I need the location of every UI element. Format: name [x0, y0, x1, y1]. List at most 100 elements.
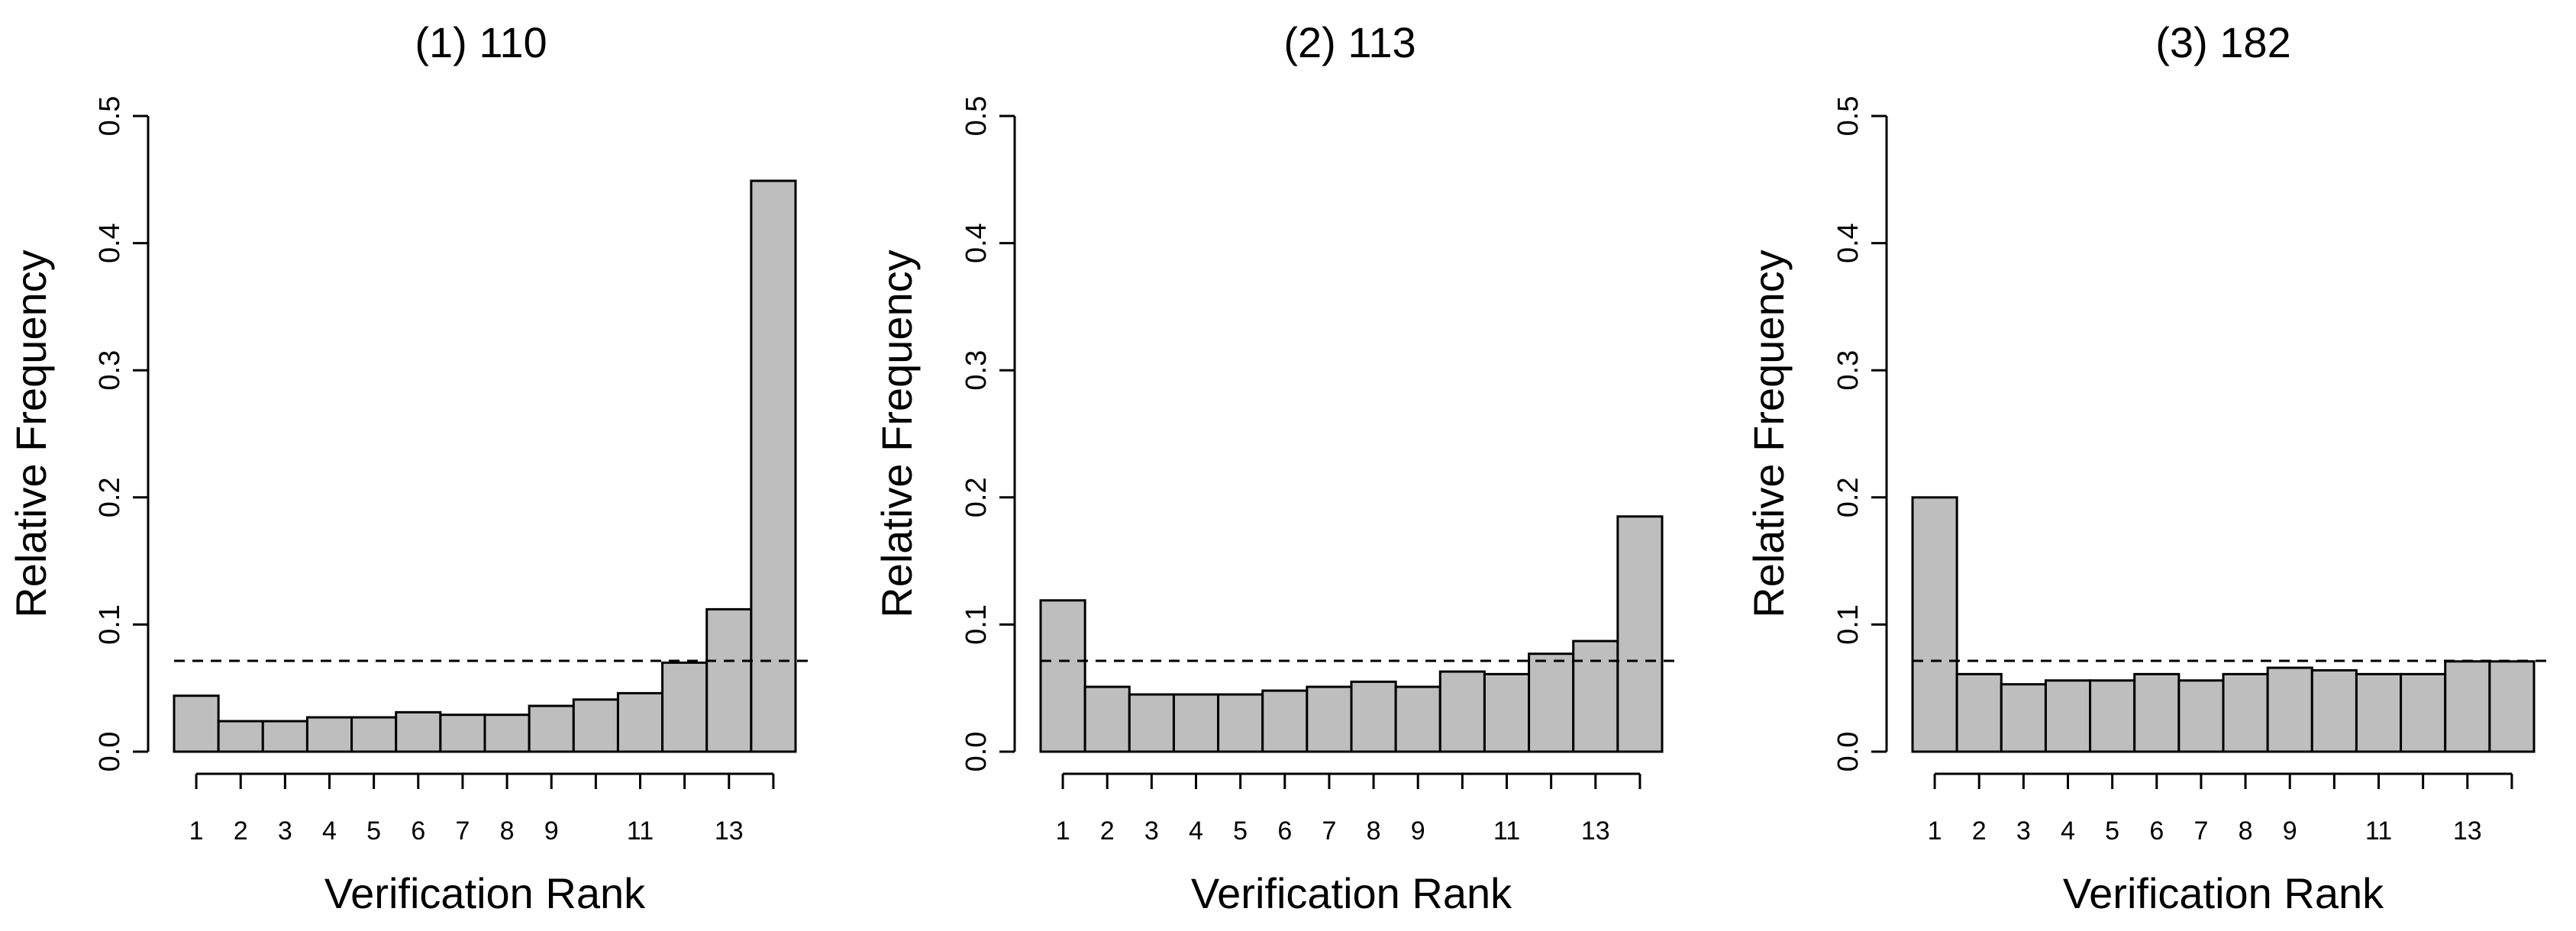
x-tick-label: 3 — [2016, 817, 2031, 846]
y-tick-label: 0.3 — [1832, 350, 1864, 391]
x-axis-title: Verification Rank — [2063, 869, 2384, 917]
bar-14 — [750, 179, 797, 753]
x-tick-label: 4 — [2061, 817, 2075, 846]
y-tick-label: 0.4 — [94, 223, 126, 263]
y-tick-label: 0.2 — [94, 477, 126, 517]
bar-14 — [2488, 660, 2536, 753]
y-tick-label: 0.2 — [960, 477, 993, 517]
bar-9 — [1394, 685, 1441, 753]
bar-6 — [1261, 689, 1309, 753]
x-tick-label: 13 — [715, 817, 744, 846]
bar-6 — [395, 710, 442, 753]
x-tick-label: 1 — [189, 817, 204, 846]
y-axis-title: Relative Frequency — [873, 250, 921, 617]
x-tick-label: 11 — [1493, 817, 1520, 846]
bar-11 — [1483, 672, 1531, 753]
bar-1 — [173, 694, 220, 753]
bar-12 — [661, 661, 709, 753]
bar-12 — [2400, 672, 2447, 753]
bar-5 — [1217, 693, 1264, 753]
bar-13 — [1572, 639, 1619, 753]
bar-13 — [705, 607, 753, 753]
x-tick-label: 5 — [1233, 817, 1248, 846]
panel-3: (3) 182 0.0 0.1 0.2 0.3 0.4 0.5 Relative Freque… — [1745, 18, 2554, 917]
x-tick-label: 13 — [1581, 817, 1610, 846]
bar-3 — [1128, 693, 1175, 753]
y-tick-label: 0.0 — [1832, 732, 1864, 772]
y-tick-label: 0.5 — [1832, 96, 1864, 137]
x-tick-label: 4 — [322, 817, 337, 846]
bar-8 — [2222, 672, 2269, 753]
y-tick-label: 0.1 — [960, 604, 993, 645]
bar-10 — [2310, 668, 2358, 753]
bar-7 — [2177, 679, 2225, 753]
panel-1: (1) 110 0.0 0.1 0.2 0.3 0.4 0.5 Relative Freque… — [7, 18, 815, 917]
bar-8 — [483, 714, 531, 753]
x-tick-label: 1 — [1928, 817, 1942, 846]
bar-5 — [350, 716, 398, 753]
x-tick-label: 8 — [500, 817, 515, 846]
x-tick-label: 8 — [1367, 817, 1381, 846]
y-tick-label: 0.1 — [1832, 604, 1864, 645]
bar-6 — [2133, 672, 2181, 753]
x-tick-label: 5 — [2105, 817, 2119, 846]
panel-title: (3) 182 — [2155, 18, 2290, 66]
y-tick-label: 0.0 — [960, 732, 993, 772]
y-tick-label: 0.1 — [94, 604, 126, 645]
bar-2 — [217, 720, 264, 753]
bar-1 — [1911, 496, 1958, 753]
bar-9 — [2266, 666, 2313, 753]
y-axis-title: Relative Frequency — [1745, 250, 1793, 617]
x-tick-label: 5 — [366, 817, 381, 846]
bar-10 — [1438, 670, 1486, 753]
x-tick-label: 13 — [2453, 817, 2482, 846]
x-tick-label: 6 — [2149, 817, 2164, 846]
bar-13 — [2444, 660, 2491, 753]
y-tick-label: 0.5 — [960, 96, 993, 137]
x-tick-label: 7 — [1322, 817, 1336, 846]
x-tick-label: 2 — [234, 817, 248, 846]
x-tick-label: 11 — [2365, 817, 2392, 846]
x-tick-label: 8 — [2239, 817, 2253, 846]
x-tick-label: 6 — [411, 817, 425, 846]
y-tick-label: 0.3 — [94, 350, 126, 391]
x-tick-label: 3 — [1144, 817, 1159, 846]
panel-title: (2) 113 — [1283, 18, 1416, 66]
bar-14 — [1616, 515, 1664, 753]
x-tick-label: 6 — [1277, 817, 1292, 846]
x-tick-label: 2 — [1972, 817, 1987, 846]
x-tick-label: 9 — [2283, 817, 2297, 846]
bar-8 — [1350, 680, 1397, 753]
y-tick-label: 0.4 — [1832, 223, 1864, 263]
bar-4 — [1172, 693, 1220, 753]
bar-4 — [2044, 679, 2092, 753]
y-tick-label: 0.0 — [94, 732, 126, 772]
bar-2 — [1955, 672, 2003, 753]
x-axis-title: Verification Rank — [1191, 869, 1512, 917]
x-tick-label: 3 — [278, 817, 292, 846]
bar-9 — [528, 704, 575, 753]
y-tick-label: 0.3 — [960, 350, 993, 391]
y-tick-label: 0.5 — [94, 96, 126, 137]
bar-3 — [261, 720, 308, 753]
bar-5 — [2089, 679, 2136, 753]
x-tick-label: 11 — [627, 817, 654, 846]
bar-11 — [616, 691, 664, 753]
panel-title: (1) 110 — [415, 18, 547, 66]
x-axis-title: Verification Rank — [324, 869, 646, 917]
x-tick-label: 2 — [1100, 817, 1115, 846]
bar-11 — [2355, 672, 2403, 753]
bar-10 — [572, 698, 619, 753]
x-tick-label: 7 — [455, 817, 470, 846]
x-tick-label: 7 — [2193, 817, 2208, 846]
x-tick-label: 9 — [1411, 817, 1425, 846]
bar-4 — [305, 716, 353, 753]
y-tick-label: 0.4 — [960, 223, 993, 263]
bar-3 — [2000, 683, 2047, 753]
x-tick-label: 9 — [544, 817, 559, 846]
bar-7 — [439, 714, 486, 753]
bar-12 — [1528, 652, 1575, 753]
y-tick-label: 0.2 — [1832, 477, 1864, 517]
